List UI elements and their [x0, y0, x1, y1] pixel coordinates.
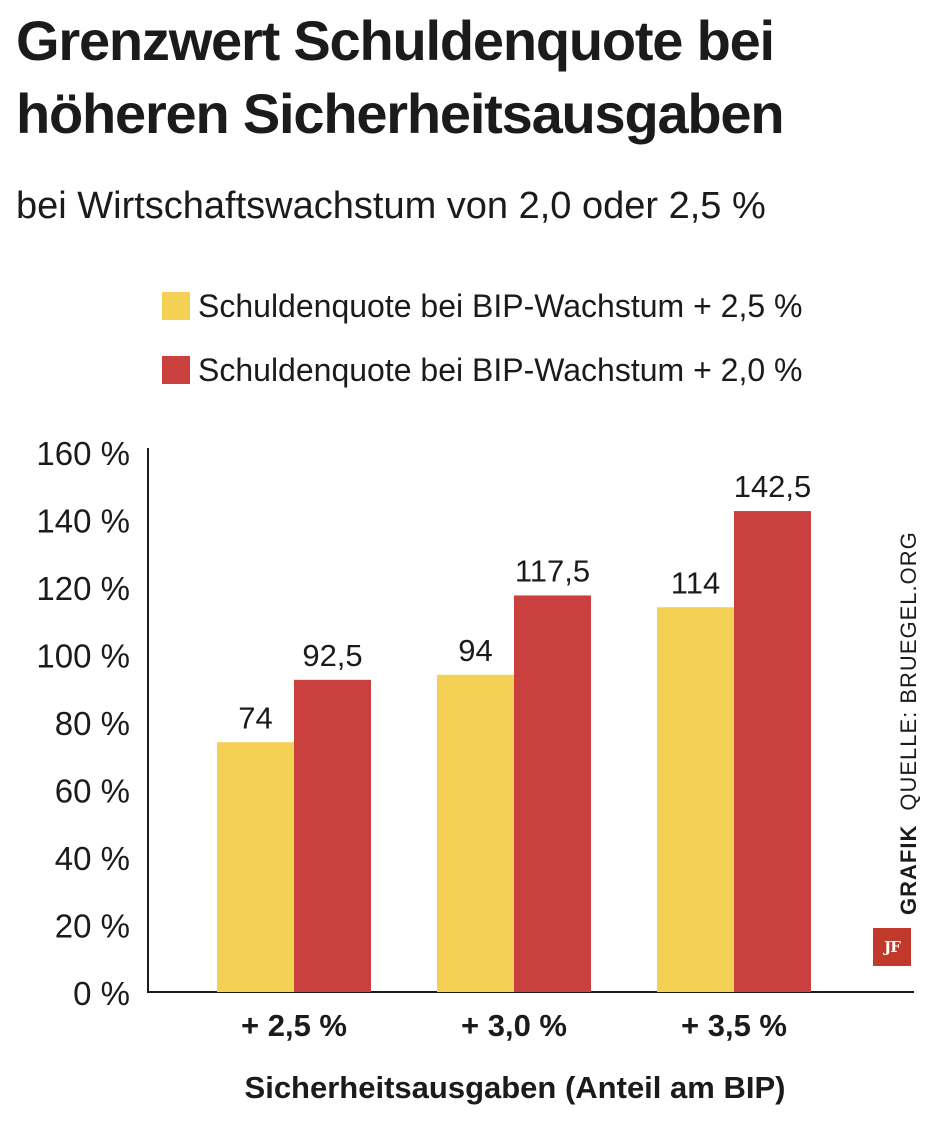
y-tick-label: 0 %: [73, 975, 130, 1012]
bar-series-1: [657, 607, 734, 992]
y-tick-label: 140 %: [36, 503, 130, 540]
data-label: 142,5: [734, 469, 812, 504]
chart-legend: Schuldenquote bei BIP-Wachstum + 2,5 % S…: [162, 284, 802, 412]
y-tick-label: 60 %: [55, 773, 130, 810]
bar-series-1: [437, 674, 514, 992]
data-label: 117,5: [515, 553, 590, 588]
data-label: 92,5: [302, 638, 362, 673]
legend-swatch-yellow: [162, 292, 190, 320]
bar-series-2: [514, 595, 591, 992]
bar-series-2: [294, 679, 371, 992]
source-credit: GRAFIK QUELLE: BRUEGEL.ORG: [868, 531, 924, 915]
y-tick-label: 160 %: [36, 435, 130, 472]
x-tick-label: + 3,0 %: [461, 1008, 567, 1043]
y-tick-label: 120 %: [36, 570, 130, 607]
bar-series-2: [734, 511, 811, 992]
data-label: 74: [238, 700, 272, 735]
legend-swatch-red: [162, 356, 190, 384]
y-tick-label: 40 %: [55, 840, 130, 877]
legend-item-growth-2-0: Schuldenquote bei BIP-Wachstum + 2,0 %: [162, 348, 802, 392]
y-tick-label: 100 %: [36, 638, 130, 675]
credit-text: GRAFIK QUELLE: BRUEGEL.ORG: [896, 531, 922, 915]
publisher-logo-text: JF: [884, 938, 901, 956]
legend-label: Schuldenquote bei BIP-Wachstum + 2,0 %: [198, 351, 803, 388]
data-label: 94: [458, 633, 492, 668]
publisher-logo: JF: [873, 928, 911, 966]
x-tick-label: + 2,5 %: [241, 1008, 347, 1043]
y-tick-label: 80 %: [55, 705, 130, 742]
credit-source: QUELLE: BRUEGEL.ORG: [896, 531, 921, 811]
chart-subtitle: bei Wirtschaftswachstum von 2,0 oder 2,5…: [16, 185, 766, 227]
x-tick-label: + 3,5 %: [681, 1008, 787, 1043]
chart-title: Grenzwert Schuldenquote bei höheren Sich…: [16, 9, 785, 145]
legend-label: Schuldenquote bei BIP-Wachstum + 2,5 %: [198, 287, 803, 324]
y-tick-label: 20 %: [55, 908, 130, 945]
x-axis-label: Sicherheitsausgaben (Anteil am BIP): [245, 1070, 786, 1105]
bar-series-1: [217, 742, 294, 992]
credit-grafik: GRAFIK: [896, 824, 921, 915]
data-label: 114: [671, 565, 720, 600]
legend-item-growth-2-5: Schuldenquote bei BIP-Wachstum + 2,5 %: [162, 284, 802, 328]
